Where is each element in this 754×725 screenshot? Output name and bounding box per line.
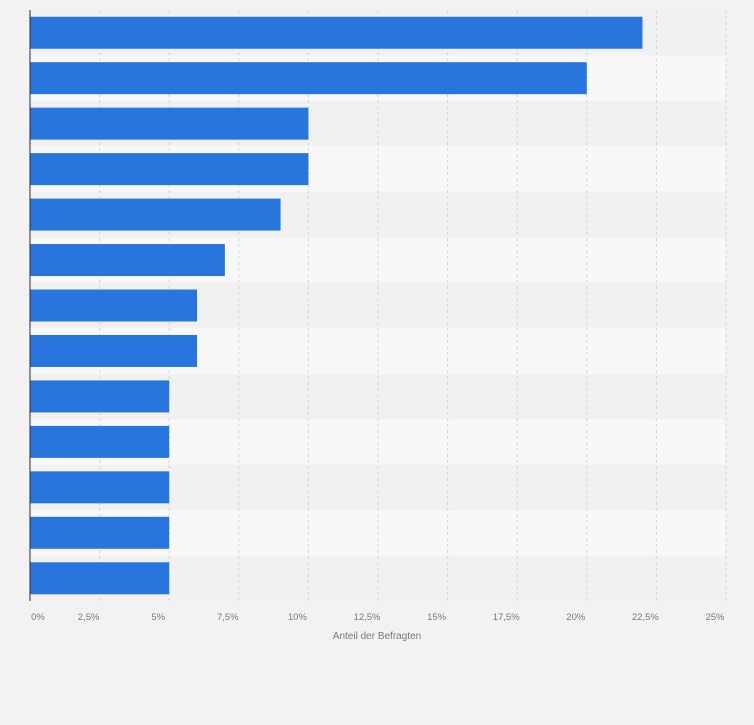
x-tick-label: 0% — [31, 612, 45, 623]
bar[interactable] — [30, 198, 281, 231]
bar[interactable] — [30, 153, 309, 186]
x-tick-labels: 0% 2,5% 5% 7,5% 10% 12,5% 15% 17,5% 20% 22,5% 25% — [31, 612, 725, 623]
x-tick-label: 7,5% — [217, 612, 239, 623]
x-tick-label: 20% — [566, 612, 586, 623]
x-tick-label: 17,5% — [493, 612, 520, 623]
bar[interactable] — [30, 289, 198, 322]
x-tick-label: 15% — [427, 612, 447, 623]
bar[interactable] — [30, 471, 170, 504]
bars — [30, 16, 643, 595]
x-tick-label: 5% — [151, 612, 165, 623]
x-tick-label: 2,5% — [78, 612, 100, 623]
bar[interactable] — [30, 334, 198, 367]
bar[interactable] — [30, 107, 309, 140]
bar[interactable] — [30, 425, 170, 458]
x-tick-label: 10% — [288, 612, 308, 623]
bar[interactable] — [30, 562, 170, 595]
bar[interactable] — [30, 516, 170, 549]
bar[interactable] — [30, 16, 643, 49]
x-tick-label: 25% — [705, 612, 725, 623]
x-tick-label: 22,5% — [632, 612, 659, 623]
bar[interactable] — [30, 380, 170, 413]
bar[interactable] — [30, 62, 587, 95]
bar[interactable] — [30, 244, 225, 277]
x-axis-title: Anteil der Befragten — [333, 631, 421, 642]
x-tick-label: 12,5% — [354, 612, 381, 623]
